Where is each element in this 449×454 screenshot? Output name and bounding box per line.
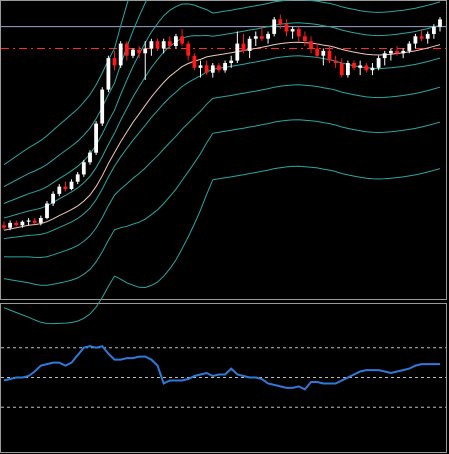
candle-up-body xyxy=(272,19,277,34)
envelope-band-line xyxy=(3,165,441,325)
candle-up-body xyxy=(358,65,363,68)
candle-down-body xyxy=(241,43,246,51)
candle-up-body xyxy=(223,63,227,71)
candle-up-body xyxy=(118,43,123,66)
candle-up-body xyxy=(38,218,43,223)
candle-up-body xyxy=(81,162,86,175)
candle-up-body xyxy=(425,33,430,39)
candle-up-body xyxy=(401,50,406,54)
candle-down-body xyxy=(14,222,19,226)
candle-up-body xyxy=(382,53,387,59)
candle-up-body xyxy=(51,193,55,204)
candle-down-body xyxy=(309,41,313,49)
envelope-band-line xyxy=(3,84,441,259)
candle-down-body xyxy=(333,60,338,63)
candle-up-body xyxy=(253,36,258,39)
candle-down-body xyxy=(63,186,68,189)
candle-down-body xyxy=(217,65,221,71)
candle-up-body xyxy=(432,26,436,34)
candle-up-body xyxy=(75,174,80,182)
candle-up-body xyxy=(45,203,49,218)
candle-up-body xyxy=(131,49,135,56)
envelope-band-line xyxy=(3,119,441,286)
candle-up-body xyxy=(210,65,215,73)
candle-down-body xyxy=(180,36,184,44)
candle-up-body xyxy=(94,123,98,153)
candle-up-body xyxy=(106,58,111,90)
candle-up-body xyxy=(247,38,252,51)
candle-up-body xyxy=(26,220,31,222)
candle-up-body xyxy=(346,63,350,76)
candle-up-body xyxy=(376,58,381,68)
candle-up-body xyxy=(266,33,270,39)
candle-down-body xyxy=(124,43,129,56)
envelope-band-line xyxy=(3,22,441,219)
candle-up-body xyxy=(438,19,442,27)
candle-up-body xyxy=(407,43,412,51)
envelope-band-line xyxy=(3,0,129,166)
moving-average-line xyxy=(3,41,441,231)
candle-down-body xyxy=(167,41,172,46)
candle-up-body xyxy=(174,36,178,46)
candle-up-body xyxy=(143,48,148,54)
candle-down-body xyxy=(284,24,289,32)
oscillator-line xyxy=(3,345,440,391)
candle-up-body xyxy=(235,43,240,61)
candle-down-body xyxy=(137,49,141,54)
price-panel-frame xyxy=(0,0,447,300)
candle-down-body xyxy=(186,43,191,56)
candle-up-body xyxy=(161,41,166,49)
candle-up-body xyxy=(389,50,393,54)
oscillator-panel-frame xyxy=(0,303,447,453)
candle-down-body xyxy=(303,36,307,42)
envelope-band-line xyxy=(3,0,441,204)
envelope-band-line xyxy=(3,0,148,188)
candle-down-body xyxy=(296,29,301,37)
candle-down-body xyxy=(339,63,344,76)
candle-up-body xyxy=(198,65,203,68)
candle-down-body xyxy=(352,63,356,68)
candle-down-body xyxy=(419,36,424,39)
candle-down-body xyxy=(395,50,399,54)
candle-down-body xyxy=(327,50,332,61)
candle-down-body xyxy=(2,225,6,228)
candle-up-body xyxy=(88,152,92,163)
candle-down-body xyxy=(192,55,197,68)
candle-up-body xyxy=(413,36,418,44)
candle-down-body xyxy=(364,65,369,71)
candle-up-body xyxy=(8,222,12,228)
candle-up-body xyxy=(290,29,295,32)
candle-down-body xyxy=(155,41,160,49)
candle-up-body xyxy=(149,41,154,49)
candle-up-body xyxy=(100,89,105,124)
candle-down-body xyxy=(278,19,283,25)
candle-up-body xyxy=(57,186,62,194)
candle-down-body xyxy=(112,58,117,66)
candle-down-body xyxy=(204,65,209,73)
candle-up-body xyxy=(370,67,375,71)
candle-down-body xyxy=(315,48,320,56)
candle-up-body xyxy=(321,50,326,56)
candle-up-body xyxy=(69,181,74,189)
candle-up-body xyxy=(20,221,25,226)
candle-up-body xyxy=(229,60,234,63)
candle-down-body xyxy=(32,220,37,223)
candle-down-body xyxy=(260,36,264,39)
